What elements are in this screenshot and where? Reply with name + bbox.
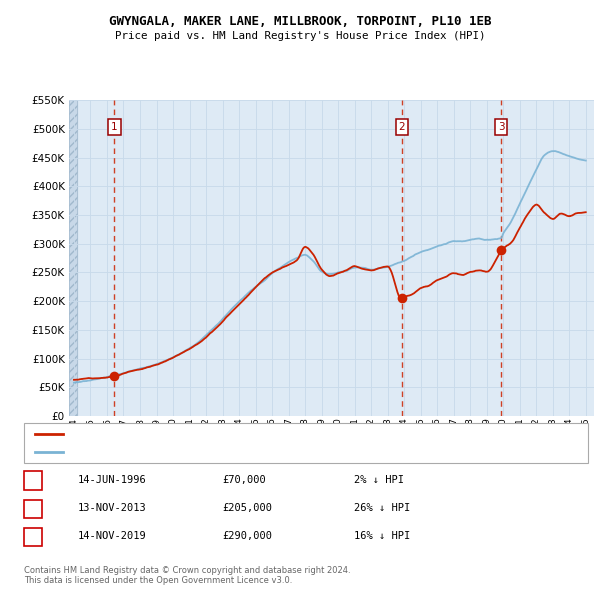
Text: 3: 3 [498,122,505,132]
Text: 2% ↓ HPI: 2% ↓ HPI [354,474,404,484]
Text: £290,000: £290,000 [222,531,272,541]
Text: 26% ↓ HPI: 26% ↓ HPI [354,503,410,513]
Text: 16% ↓ HPI: 16% ↓ HPI [354,531,410,541]
Text: 2: 2 [29,503,37,513]
Text: £70,000: £70,000 [222,474,266,484]
Text: 3: 3 [29,531,37,541]
Text: 1: 1 [29,474,37,484]
Text: 14-NOV-2019: 14-NOV-2019 [78,531,147,541]
Bar [69,100,77,416]
Text: 1: 1 [111,122,118,132]
Text: GWYNGALA, MAKER LANE, MILLBROOK, TORPOINT, PL10 1EB (detached house): GWYNGALA, MAKER LANE, MILLBROOK, TORPOIN… [67,430,424,439]
Text: 14-JUN-1996: 14-JUN-1996 [78,474,147,484]
Text: GWYNGALA, MAKER LANE, MILLBROOK, TORPOINT, PL10 1EB: GWYNGALA, MAKER LANE, MILLBROOK, TORPOIN… [109,15,491,28]
Text: 13-NOV-2013: 13-NOV-2013 [78,503,147,513]
Bar [69,100,77,416]
Text: This data is licensed under the Open Government Licence v3.0.: This data is licensed under the Open Gov… [24,576,292,585]
Text: £205,000: £205,000 [222,503,272,513]
Text: HPI: Average price, detached house, Cornwall: HPI: Average price, detached house, Corn… [67,447,298,457]
Text: 2: 2 [398,122,406,132]
Text: Contains HM Land Registry data © Crown copyright and database right 2024.: Contains HM Land Registry data © Crown c… [24,566,350,575]
Text: Price paid vs. HM Land Registry's House Price Index (HPI): Price paid vs. HM Land Registry's House … [115,31,485,41]
